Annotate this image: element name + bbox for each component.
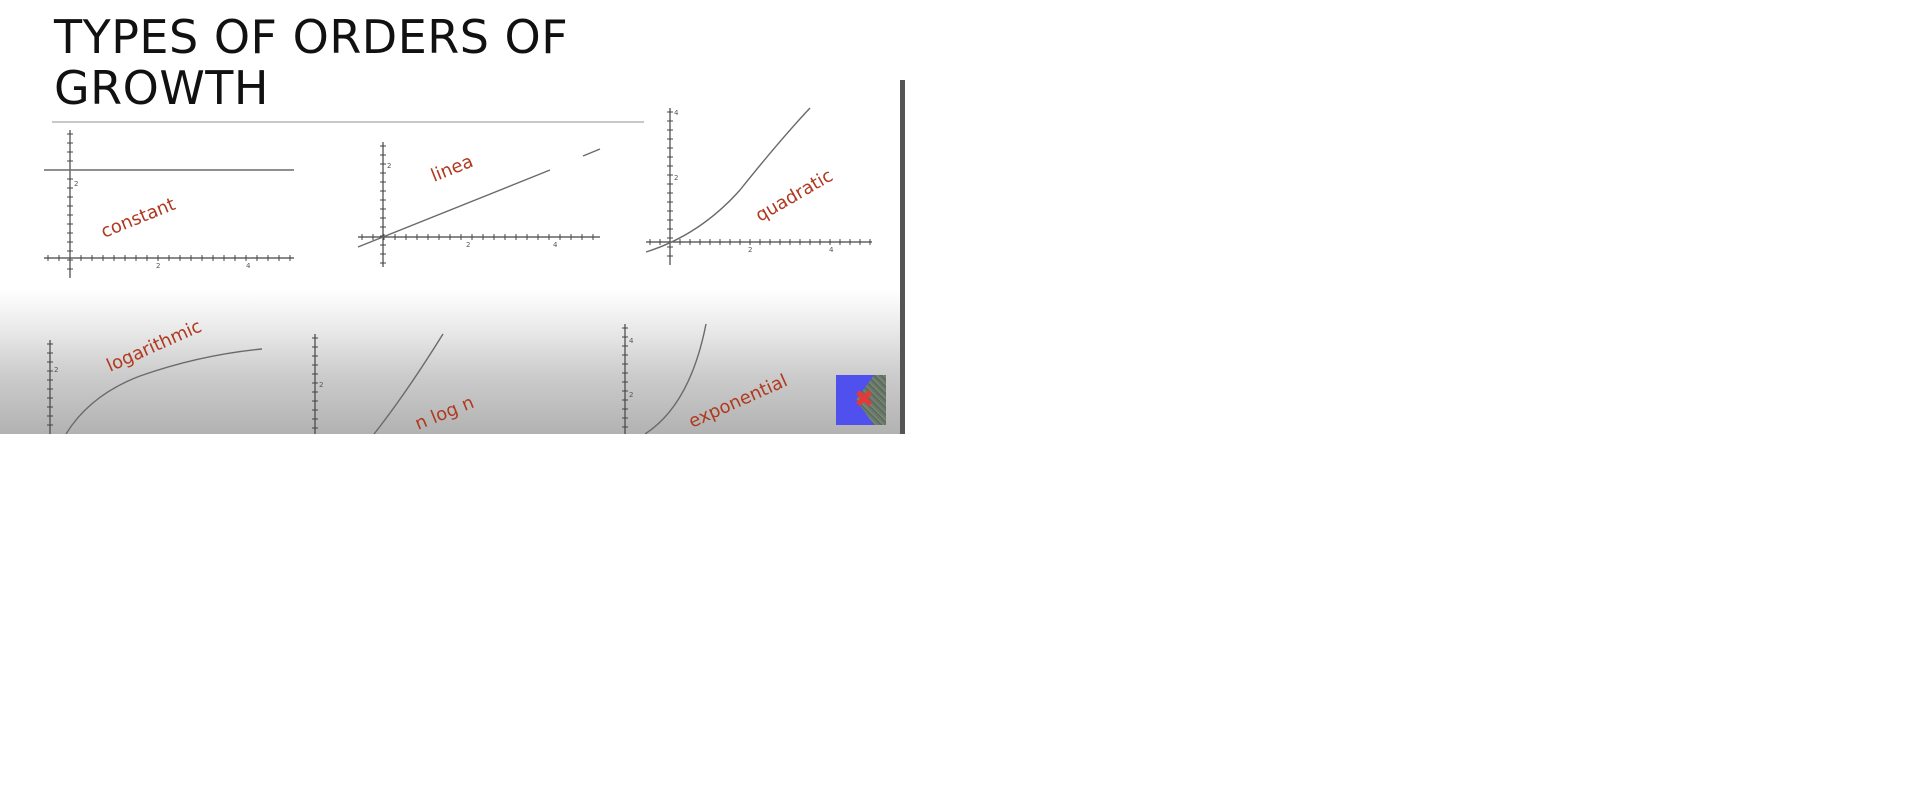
graph-constant: 2 2 4 constant — [44, 130, 294, 278]
quadratic-label: quadratic — [752, 165, 837, 226]
quadratic-xtick-label-4: 4 — [829, 246, 834, 254]
linear-curve-tail — [582, 148, 601, 157]
slide-title: TYPES OF ORDERS OF GROWTH — [54, 10, 569, 115]
constant-xtick-label-4: 4 — [246, 262, 251, 270]
quadratic-x-ticks — [649, 239, 871, 245]
linear-xtick-label-2: 2 — [466, 241, 470, 249]
growth-graphs: 2 2 4 constant 2 2 4 linea 2 4 — [44, 107, 872, 434]
quadratic-curve — [645, 107, 811, 253]
graph-quadratic: 2 4 2 4 quadratic — [645, 107, 872, 265]
quadratic-xtick-label-2: 2 — [748, 246, 752, 254]
exponential-ytick-label-2: 2 — [629, 391, 633, 399]
constant-ytick-label: 2 — [74, 180, 78, 188]
exponential-ytick-label-4: 4 — [629, 337, 634, 345]
slide: TYPES OF ORDERS OF GROWTH 2 2 4 constant… — [0, 0, 905, 434]
exponential-curve — [644, 323, 707, 434]
quadratic-y-ticks — [667, 111, 673, 257]
linear-xtick-label-4: 4 — [553, 241, 558, 249]
exponential-y-ticks — [622, 327, 628, 428]
linear-label: linea — [428, 151, 476, 187]
linear-curve — [357, 169, 551, 248]
linear-x-ticks — [361, 234, 594, 240]
nlogn-y-ticks — [312, 337, 318, 429]
title-divider — [52, 121, 644, 123]
video-thumbnail-icon[interactable]: ✖ — [836, 375, 886, 425]
nlogn-curve — [373, 333, 444, 434]
exponential-label: exponential — [685, 370, 790, 432]
close-mark-icon: ✖ — [854, 385, 875, 413]
constant-y-ticks — [67, 133, 73, 270]
constant-xtick-label-2: 2 — [156, 262, 160, 270]
constant-label: constant — [98, 194, 178, 243]
graph-exponential: 4 2 exponential — [622, 323, 791, 434]
nlogn-ytick-label: 2 — [319, 381, 323, 389]
logarithmic-label: logarithmic — [103, 316, 205, 377]
logarithmic-ytick-label: 2 — [54, 366, 58, 374]
slide-right-edge — [900, 80, 905, 434]
graph-nlogn: 2 n log n — [312, 333, 477, 434]
logarithmic-curve — [65, 348, 263, 434]
linear-ytick-label: 2 — [387, 162, 391, 170]
logarithmic-y-ticks — [47, 343, 53, 426]
quadratic-ytick-label-2: 2 — [674, 174, 678, 182]
nlogn-label: n log n — [412, 392, 477, 434]
quadratic-ytick-label-4: 4 — [674, 109, 679, 117]
graph-logarithmic: 2 logarithmic — [47, 316, 263, 434]
graph-linear: 2 2 4 linea — [357, 142, 601, 267]
